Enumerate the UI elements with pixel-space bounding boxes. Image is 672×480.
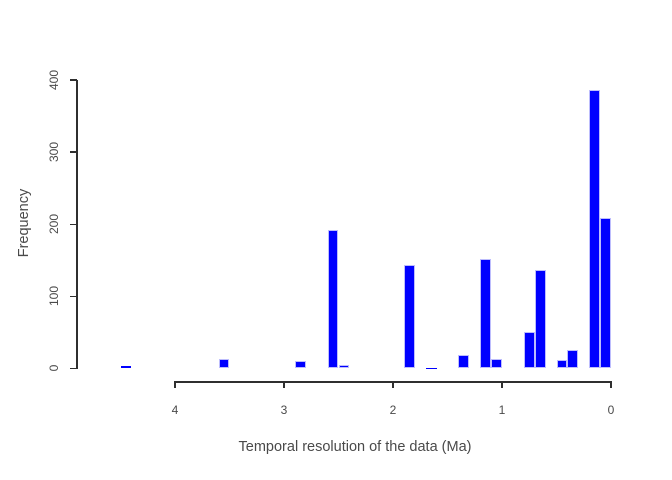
histogram-bar (120, 366, 132, 369)
x-tick-label: 2 (389, 403, 397, 417)
y-tick-mark (70, 223, 77, 225)
histogram-bar (567, 349, 579, 369)
x-tick-label: 0 (607, 403, 615, 417)
histogram-bar (327, 229, 339, 369)
histogram-bar (338, 364, 350, 369)
histogram-bar (480, 258, 492, 369)
y-tick-label: 400 (47, 69, 61, 90)
histogram-bar (589, 90, 601, 369)
y-axis-title: Frequency (16, 188, 32, 258)
y-tick-mark (70, 367, 77, 369)
x-axis-title: Temporal resolution of the data (Ma) (238, 439, 472, 455)
x-tick-label: 3 (280, 403, 288, 417)
histogram-bar (403, 264, 415, 369)
histogram-bar (294, 361, 306, 369)
x-tick-mark (174, 381, 176, 389)
y-tick-label: 200 (47, 214, 61, 235)
x-tick-mark (283, 381, 285, 389)
y-tick-label: 0 (47, 364, 61, 372)
y-tick-mark (70, 295, 77, 297)
histogram-bar (534, 269, 546, 369)
x-tick-label: 4 (171, 403, 179, 417)
x-tick-mark (610, 381, 612, 389)
histogram-bar (523, 332, 535, 369)
x-tick-mark (501, 381, 503, 389)
x-tick-label: 1 (498, 403, 506, 417)
x-tick-mark (392, 381, 394, 389)
y-tick-label: 300 (47, 142, 61, 163)
y-tick-mark (70, 151, 77, 153)
histogram-bar (556, 360, 568, 369)
histogram-bar (600, 217, 611, 369)
histogram-bar (491, 358, 502, 369)
y-tick-label: 100 (47, 286, 61, 307)
histogram-bar (425, 367, 437, 369)
y-tick-mark (70, 79, 77, 81)
histogram-bar (218, 358, 230, 369)
histogram-bar (458, 355, 470, 369)
